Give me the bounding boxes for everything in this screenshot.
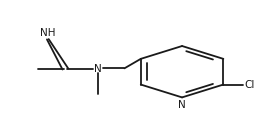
Text: Cl: Cl [245,79,255,90]
Text: NH: NH [40,28,55,38]
Text: N: N [94,64,102,74]
Text: N: N [178,100,186,110]
